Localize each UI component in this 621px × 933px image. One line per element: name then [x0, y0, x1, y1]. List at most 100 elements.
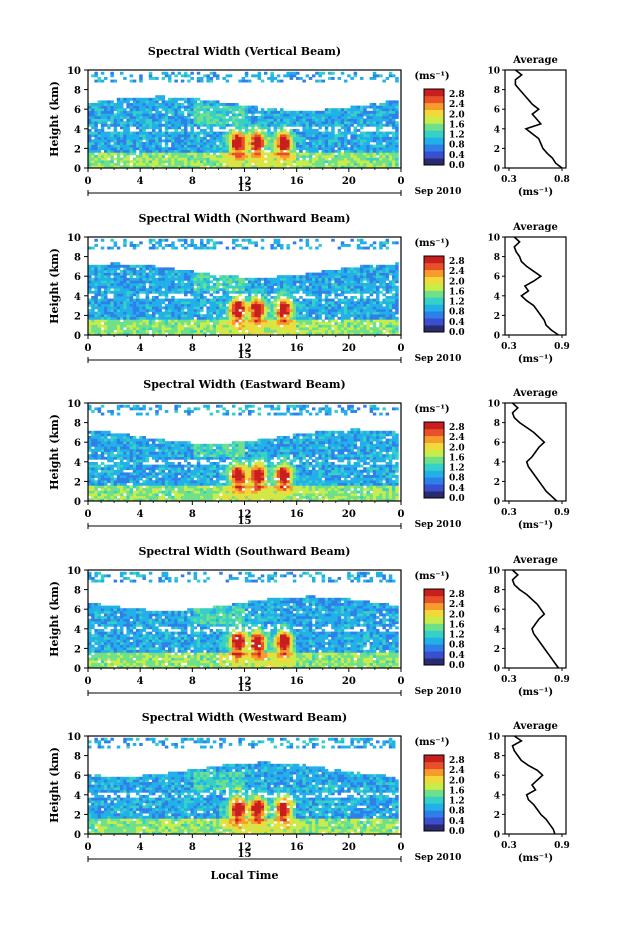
colorbar-segment [424, 110, 444, 117]
heatmap-cell [168, 322, 172, 325]
heatmap-cell [267, 111, 271, 114]
heatmap-cell [232, 152, 236, 155]
heatmap-cell [168, 273, 172, 276]
heatmap-cell [318, 299, 322, 302]
heatmap-cell [347, 330, 351, 333]
heatmap-cell [184, 273, 188, 276]
heatmap-cell [312, 280, 316, 283]
heatmap-cell [280, 108, 284, 111]
heatmap-cell [389, 304, 393, 307]
heatmap-cell [277, 126, 281, 129]
heatmap-cell [315, 299, 319, 302]
heatmap-cell [344, 309, 348, 312]
heatmap-cell [174, 306, 178, 309]
heatmap-cell [363, 319, 367, 322]
heatmap-cell [379, 155, 383, 158]
heatmap-cell [286, 309, 290, 312]
heatmap-cell [331, 150, 335, 153]
heatmap-cell [178, 155, 182, 158]
heatmap-cell [216, 113, 220, 116]
heatmap-cell [136, 106, 140, 109]
heatmap-cell [226, 155, 230, 158]
average-title: Average [512, 55, 558, 66]
heatmap-cell [210, 275, 214, 278]
heatmap-cell [306, 152, 310, 155]
heatmap-cell [210, 319, 214, 322]
heatmap-cell [104, 155, 108, 158]
heatmap-cell [338, 270, 342, 273]
heatmap-cell [395, 301, 399, 304]
heatmap-cell [222, 116, 226, 119]
heatmap-cell [101, 124, 105, 127]
heatmap-cell [171, 247, 175, 250]
heatmap-cell [392, 314, 396, 317]
heatmap-cell [373, 155, 377, 158]
heatmap-cell [328, 108, 332, 111]
heatmap-cell [366, 137, 370, 140]
heatmap-cell [222, 319, 226, 322]
heatmap-cell [299, 322, 303, 325]
heatmap-cell [363, 301, 367, 304]
heatmap-cell [197, 126, 201, 129]
heatmap-cell [357, 124, 361, 127]
heatmap-cell [354, 319, 358, 322]
heatmap-cell [322, 283, 326, 286]
heatmap-cell [267, 314, 271, 317]
heatmap-cell [206, 126, 210, 129]
heatmap-cell [296, 309, 300, 312]
heatmap-cell [344, 111, 348, 114]
panel-1: Spectral Width (Northward Beam)0246810He… [48, 212, 570, 365]
heatmap-cell [165, 72, 169, 75]
heatmap-cell [286, 293, 290, 296]
heatmap-cell [120, 304, 124, 307]
heatmap-cell [274, 108, 278, 111]
heatmap-cell [360, 325, 364, 328]
heatmap-cell [347, 312, 351, 315]
heatmap-cell [91, 124, 95, 127]
heatmap-cell [181, 103, 185, 106]
heatmap-cell [382, 280, 386, 283]
heatmap-cell [174, 160, 178, 163]
heatmap-cell [194, 134, 198, 137]
heatmap-cell [210, 106, 214, 109]
heatmap-cell [146, 142, 150, 145]
heatmap-cell [123, 108, 127, 111]
heatmap-cell [379, 304, 383, 307]
heatmap-cell [200, 317, 204, 320]
heatmap-cell [344, 301, 348, 304]
heatmap-cell [155, 142, 159, 145]
heatmap-cell [158, 267, 162, 270]
heatmap-cell [158, 280, 162, 283]
heatmap-cell [296, 312, 300, 315]
heatmap-cell [200, 77, 204, 80]
heatmap-cell [114, 273, 118, 276]
heatmap-cell [226, 283, 230, 286]
heatmap-cell [98, 80, 102, 83]
heatmap-cell [155, 304, 159, 307]
heatmap-cell [395, 129, 399, 132]
heatmap-cell [232, 106, 236, 109]
heatmap-cell [229, 291, 233, 294]
heatmap-cell [296, 291, 300, 294]
heatmap-cell [162, 139, 166, 142]
heatmap-cell [245, 111, 249, 114]
heatmap-cell [91, 496, 95, 499]
heatmap-cell [245, 306, 249, 309]
heatmap-cell [318, 280, 322, 283]
heatmap-cell [325, 317, 329, 320]
heatmap-cell [91, 113, 95, 116]
heatmap-cell [341, 275, 345, 278]
heatmap-cell [152, 325, 156, 328]
heatmap-cell [139, 270, 143, 273]
heatmap-cell [251, 129, 255, 132]
heatmap-cell [270, 330, 274, 333]
heatmap-cell [190, 119, 194, 122]
heatmap-cell [357, 319, 361, 322]
heatmap-cell [139, 121, 143, 124]
heatmap-cell [203, 158, 207, 161]
avg-y-tick-label: 4 [494, 292, 500, 302]
heatmap-cell [190, 286, 194, 289]
heatmap-cell [325, 129, 329, 132]
heatmap-cell [165, 121, 169, 124]
heatmap-cell [344, 126, 348, 129]
